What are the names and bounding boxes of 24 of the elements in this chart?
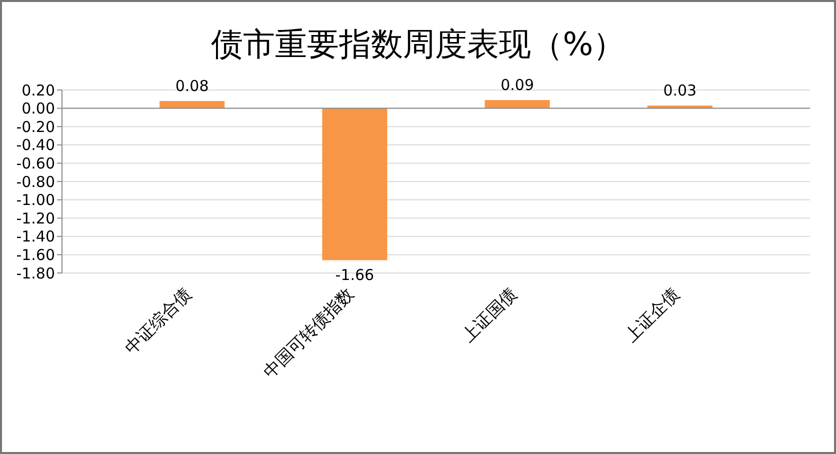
y-tick-label: -0.60 [16, 154, 55, 172]
y-tick-label: -1.40 [16, 228, 55, 246]
y-tick-label: 0.00 [22, 100, 55, 118]
x-tick-label: 中国可转债指数 [260, 284, 358, 383]
y-tick-label: -0.20 [16, 118, 55, 136]
bar [160, 100, 225, 108]
data-label: 0.08 [175, 76, 209, 95]
y-tick-label: -1.20 [16, 209, 55, 228]
data-label: 0.09 [500, 76, 534, 94]
data-label: 0.03 [663, 82, 697, 100]
data-label: -1.66 [335, 266, 374, 284]
bar [484, 100, 550, 108]
y-tick-label: -1.60 [16, 246, 55, 264]
y-tick-label: -0.80 [16, 172, 55, 191]
bar [647, 106, 712, 108]
chart-title: 债市重要指数周度表现（%） [210, 25, 626, 63]
y-tick-label: -1.80 [16, 264, 55, 282]
y-tick-label: -0.40 [16, 136, 55, 154]
x-tick-label: 上证企债 [621, 284, 684, 347]
bar [322, 108, 388, 260]
y-tick-label: 0.20 [22, 81, 55, 100]
x-tick-label: 中证综合债 [121, 284, 196, 359]
x-tick-label: 上证国债 [458, 284, 521, 347]
y-tick-label: -1.00 [16, 191, 55, 210]
